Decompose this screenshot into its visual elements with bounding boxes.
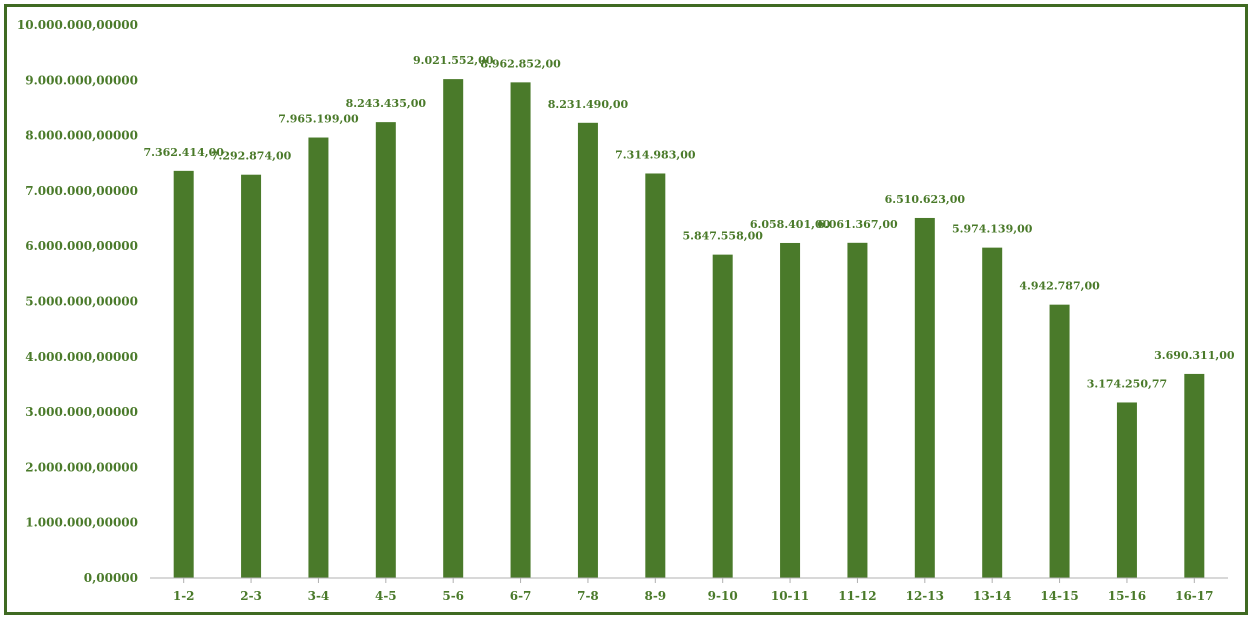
x-tick-label: 4-5 bbox=[375, 589, 397, 603]
data-label: 6.510.623,00 bbox=[885, 193, 966, 206]
x-tick-label: 8-9 bbox=[644, 589, 666, 603]
x-tick-label: 7-8 bbox=[577, 589, 599, 603]
bar-9-10 bbox=[712, 254, 733, 578]
data-label: 8.243.435,00 bbox=[346, 97, 427, 110]
bar-6-7 bbox=[510, 82, 531, 579]
bar-11-12 bbox=[847, 242, 868, 579]
y-tick-label: 3.000.000,00000 bbox=[25, 405, 138, 419]
x-tick-label: 16-17 bbox=[1175, 589, 1213, 603]
x-tick-label: 3-4 bbox=[308, 589, 330, 603]
x-axis: 1-2 2-3 3-4 4-5 5-6 6-7 7-8 8-9 9-10 10-11 11-12 12… bbox=[150, 577, 1228, 603]
x-tick-label: 9-10 bbox=[708, 589, 738, 603]
y-tick-label: 4.000.000,00000 bbox=[25, 350, 138, 364]
data-label: 7.314.983,00 bbox=[615, 148, 696, 161]
x-tick-label: 15-16 bbox=[1108, 589, 1146, 603]
bar-7-8 bbox=[577, 122, 598, 579]
bar-16-17 bbox=[1184, 373, 1205, 578]
y-tick-label: 0,00000 bbox=[84, 571, 138, 585]
data-label: 4.942.787,00 bbox=[1019, 280, 1100, 293]
data-label: 3.174.250,77 bbox=[1087, 377, 1167, 390]
y-tick-label: 5.000.000,00000 bbox=[25, 295, 138, 309]
y-axis: 0,00000 1.000.000,00000 2.000.000,00000 3.0… bbox=[17, 18, 138, 585]
bar-4-5 bbox=[375, 122, 396, 578]
y-tick-label: 2.000.000,00000 bbox=[25, 460, 138, 474]
bar-14-15 bbox=[1049, 304, 1070, 578]
x-tick-label: 2-3 bbox=[240, 589, 262, 603]
x-tick-label: 14-15 bbox=[1040, 589, 1078, 603]
x-tick-label: 6-7 bbox=[510, 589, 532, 603]
bar-5-6 bbox=[443, 79, 464, 578]
x-tick-label: 5-6 bbox=[442, 589, 464, 603]
data-label: 5.847.558,00 bbox=[683, 230, 764, 243]
data-label: 7.292.874,00 bbox=[211, 150, 292, 163]
x-tick-label: 10-11 bbox=[771, 589, 809, 603]
data-label: 7.965.199,00 bbox=[278, 113, 359, 126]
bar-13-14 bbox=[982, 247, 1003, 578]
y-tick-label: 8.000.000,00000 bbox=[25, 129, 138, 143]
bar-12-13 bbox=[914, 217, 935, 578]
chart-frame bbox=[4, 4, 1248, 615]
data-label: 6.061.367,00 bbox=[817, 218, 898, 231]
x-tick-label: 1-2 bbox=[173, 589, 195, 603]
data-label: 9.021.552,00 bbox=[413, 54, 494, 67]
bar-8-9 bbox=[645, 173, 666, 578]
bars: 7.362.414,007.292.874,00 7.965.199,00 8.24… bbox=[144, 54, 1235, 579]
bar-15-16 bbox=[1116, 402, 1137, 578]
x-tick-label: 12-13 bbox=[906, 589, 944, 603]
data-label: 7.362.414,00 bbox=[144, 146, 225, 159]
y-tick-label: 9.000.000,00000 bbox=[25, 73, 138, 87]
data-label: 8.231.490,00 bbox=[548, 98, 629, 111]
y-tick-label: 1.000.000,00000 bbox=[25, 516, 138, 530]
data-label: 3.690.311,00 bbox=[1154, 349, 1235, 362]
x-tick-label: 13-14 bbox=[973, 589, 1011, 603]
bar-10-11 bbox=[780, 242, 801, 578]
data-label: 8.962.852,00 bbox=[480, 57, 561, 70]
bar-3-4 bbox=[308, 137, 329, 579]
x-tick-label: 11-12 bbox=[838, 589, 876, 603]
data-label: 5.974.139,00 bbox=[952, 223, 1033, 236]
y-tick-label: 7.000.000,00000 bbox=[25, 184, 138, 198]
y-tick-label: 6.000.000,00000 bbox=[25, 239, 138, 253]
y-tick-label: 10.000.000,00000 bbox=[17, 18, 138, 32]
data-label: 6.058.401,00 bbox=[750, 218, 831, 231]
bar-2-3 bbox=[241, 174, 262, 578]
bar-1-2 bbox=[173, 170, 194, 578]
